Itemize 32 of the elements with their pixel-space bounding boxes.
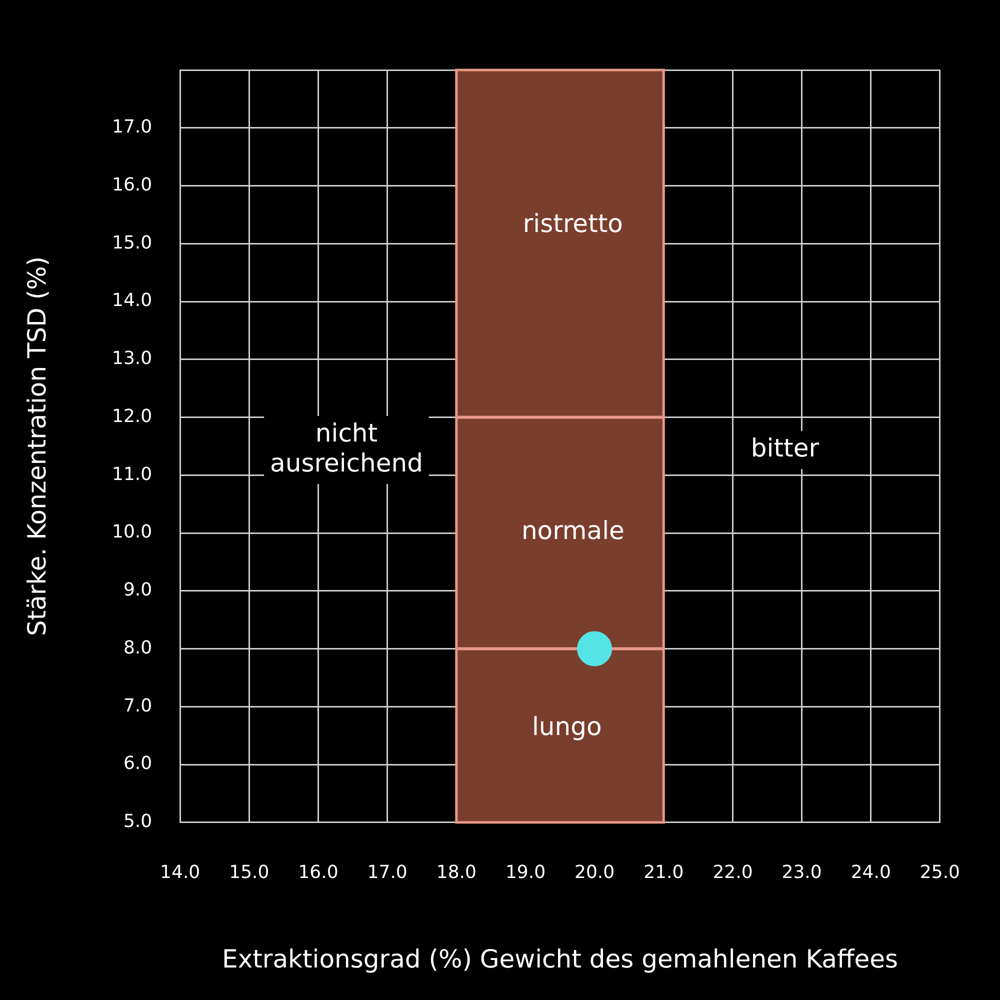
y-tick-label: 5.0 bbox=[123, 811, 152, 832]
x-tick-label: 14.0 bbox=[160, 862, 200, 883]
y-tick-label: 17.0 bbox=[112, 116, 152, 138]
annotation: nicht ausreichend bbox=[270, 418, 423, 478]
x-tick-label: 25.0 bbox=[920, 862, 960, 883]
y-tick-label: 15.0 bbox=[112, 232, 152, 254]
x-tick-label: 19.0 bbox=[505, 862, 546, 883]
y-tick-label: 10.0 bbox=[112, 522, 152, 543]
y-axis-title: Stärke. Konzentration TSD (%) bbox=[22, 256, 52, 636]
x-tick-label: 18.0 bbox=[436, 862, 476, 883]
annotation: bitter bbox=[750, 433, 820, 462]
annotation: lungo bbox=[532, 712, 602, 741]
annotation: normale bbox=[521, 516, 624, 546]
x-tick-label: 21.0 bbox=[644, 862, 684, 883]
y-tick-label: 8.0 bbox=[123, 637, 152, 658]
x-tick-label: 24.0 bbox=[850, 862, 891, 883]
y-tick-label: 13.0 bbox=[112, 348, 152, 370]
x-tick-label: 23.0 bbox=[782, 862, 822, 883]
y-tick-label: 9.0 bbox=[123, 580, 152, 601]
x-axis-title: Extraktionsgrad (%) Gewicht des gemahlenen Kaffees bbox=[222, 944, 898, 974]
y-tick-label: 6.0 bbox=[123, 753, 152, 774]
x-tick-label: 17.0 bbox=[367, 862, 408, 883]
annotation: ristretto bbox=[522, 209, 623, 238]
y-tick-label: 12.0 bbox=[112, 406, 152, 427]
y-tick-label: 11.0 bbox=[112, 464, 152, 485]
y-tick-label: 7.0 bbox=[123, 695, 152, 716]
x-tick-label: 15.0 bbox=[229, 862, 270, 883]
y-tick-label: 16.0 bbox=[112, 174, 152, 196]
y-tick-label: 14.0 bbox=[112, 290, 152, 312]
x-tick-label: 20.0 bbox=[574, 862, 615, 883]
x-tick-label: 16.0 bbox=[298, 862, 338, 883]
x-tick-label: 22.0 bbox=[712, 862, 753, 883]
